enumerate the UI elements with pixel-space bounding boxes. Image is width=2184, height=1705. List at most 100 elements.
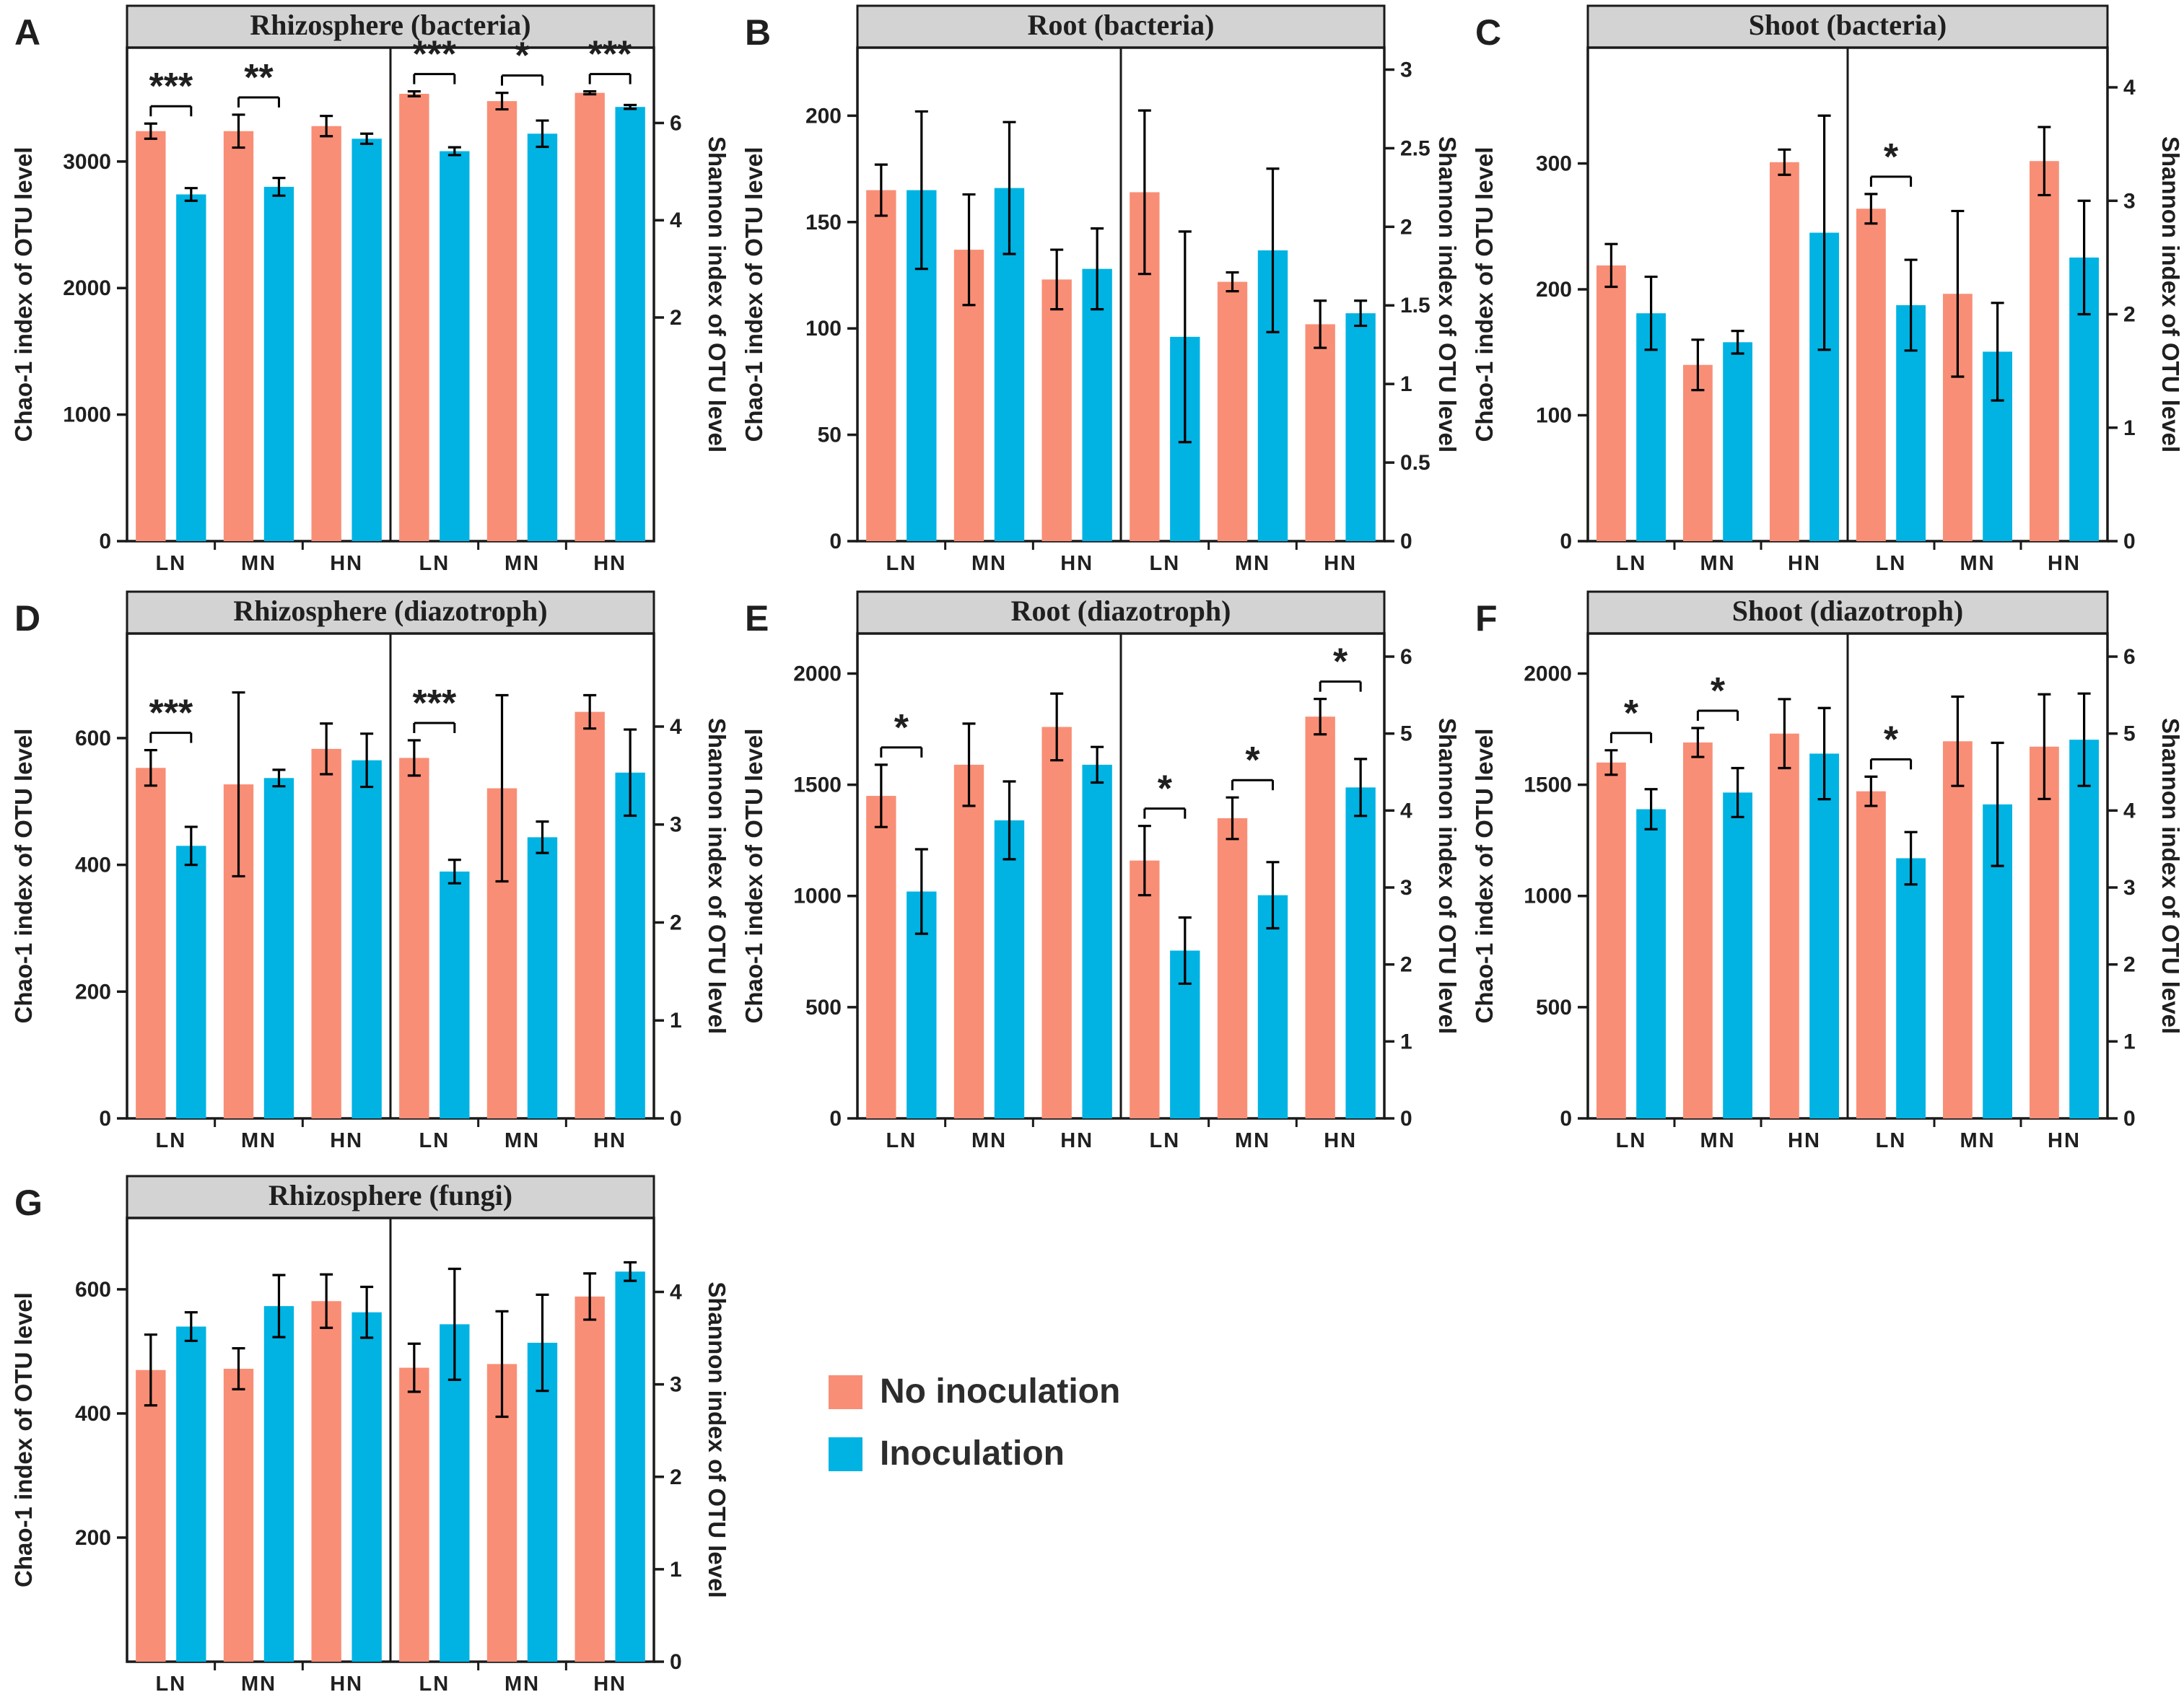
panel-root-diazotroph: E Root (diazotroph) 0 500 1000 1500 2000 0 1 2 3 4 5…	[730, 586, 1461, 1162]
sig-stars: *	[894, 707, 909, 749]
left-tick-label: 600	[75, 727, 111, 750]
x-category-label: LN	[1616, 1129, 1647, 1152]
right-tick-label: 2	[670, 911, 682, 934]
left-tick-label: 400	[75, 1402, 111, 1426]
left-tick-label: 1000	[793, 885, 842, 908]
legend-item-no-inoculation: No inoculation	[829, 1375, 1120, 1409]
right-tick-label: 0	[1400, 530, 1412, 553]
chao1-bar-no-inoculation	[311, 1301, 341, 1662]
right-tick-label: 2	[670, 306, 682, 330]
x-category-label: HN	[2048, 1129, 2081, 1152]
chao1-bar-inoculation	[263, 778, 294, 1118]
sig-stars: *	[1884, 136, 1899, 178]
shannon-bar-inoculation	[615, 1271, 645, 1662]
left-tick-label: 500	[1536, 996, 1572, 1020]
shannon-bar-inoculation	[440, 871, 470, 1118]
x-category-label: LN	[1876, 1129, 1907, 1152]
chao1-bar-no-inoculation	[136, 768, 166, 1118]
left-tick-label: 0	[1560, 530, 1572, 553]
left-axis-label: Chao-1 index of OTU level	[10, 1292, 37, 1587]
legend-item-inoculation: Inoculation	[829, 1437, 1120, 1471]
right-tick-label: 3	[670, 1373, 682, 1397]
panel-rhizosphere-diazotroph: D Rhizosphere (diazotroph) 0 200 400 600 0 1 2 3 4…	[0, 586, 730, 1162]
left-tick-label: 1000	[63, 403, 111, 427]
shannon-bar-no-inoculation	[1856, 209, 1886, 541]
left-tick-label: 100	[1536, 404, 1572, 428]
left-tick-label: 3000	[63, 150, 111, 174]
right-tick-label: 6	[670, 111, 682, 135]
right-tick-label: 4	[670, 209, 682, 232]
header-bar	[856, 4, 1386, 49]
x-category-label: HN	[2048, 552, 2081, 575]
chao1-bar-no-inoculation	[1770, 733, 1799, 1118]
right-tick-label: 0.5	[1400, 451, 1430, 475]
left-tick-label: 0	[829, 530, 842, 553]
x-category-label: LN	[1616, 552, 1647, 575]
right-tick-label: 4	[2123, 799, 2136, 823]
left-tick-label: 1500	[1524, 773, 1572, 797]
shannon-bar-inoculation	[615, 772, 645, 1118]
left-tick-label: 0	[99, 1107, 111, 1131]
x-category-label: HN	[1788, 552, 1821, 575]
left-axis-label: Chao-1 index of OTU level	[741, 147, 767, 442]
x-category-label: MN	[1235, 552, 1270, 575]
chao1-bar-no-inoculation	[311, 748, 341, 1118]
right-tick-label: 1	[2123, 1030, 2136, 1053]
chao1-bar-no-inoculation	[136, 131, 166, 541]
chao1-bar-inoculation	[1636, 313, 1666, 541]
right-tick-label: 0	[2123, 1107, 2136, 1131]
chao1-bar-no-inoculation	[1683, 364, 1713, 541]
x-category-label: MN	[241, 552, 276, 575]
chao1-bar-no-inoculation	[1596, 265, 1626, 541]
shannon-bar-no-inoculation	[399, 94, 429, 541]
panel-rhizosphere-bacteria: A Rhizosphere (bacteria) 0 1000 2000 3000 2 4 6 C…	[0, 0, 730, 584]
left-tick-label: 150	[805, 211, 842, 235]
x-category-label: MN	[1960, 1129, 1995, 1152]
panel-letter: C	[1475, 12, 1501, 53]
chao1-bar-no-inoculation	[953, 764, 984, 1118]
right-axis-label: Shannon index of OTU level	[2157, 136, 2184, 452]
shannon-bar-no-inoculation	[1856, 791, 1886, 1118]
x-category-label: MN	[1700, 1129, 1735, 1152]
x-category-label: LN	[155, 552, 186, 575]
legend-swatch-no-inoculation	[829, 1375, 862, 1409]
shannon-bar-no-inoculation	[1305, 716, 1335, 1118]
left-tick-label: 600	[75, 1278, 111, 1302]
panel-letter: A	[14, 12, 40, 53]
chao1-bar-no-inoculation	[1683, 742, 1713, 1118]
panel-B-svg: B Root (bacteria) 0 50 100 150 200 0 0.5 1 1.5 2 2.5…	[741, 4, 1461, 575]
right-tick-label: 1	[2123, 416, 2136, 440]
left-tick-label: 200	[75, 980, 111, 1004]
left-tick-label: 400	[75, 854, 111, 877]
right-tick-label: 3	[2123, 189, 2136, 213]
left-tick-label: 1500	[793, 773, 842, 797]
left-tick-label: 0	[99, 530, 111, 553]
shannon-bar-no-inoculation	[575, 92, 605, 541]
x-category-label: HN	[1060, 552, 1093, 575]
left-tick-label: 2000	[793, 662, 842, 685]
shannon-bar-no-inoculation	[2030, 746, 2059, 1118]
panel-C-svg: C Shoot (bacteria) 0 100 200 300 0 1 2 3 4 Chao-1 i…	[1471, 4, 2184, 575]
header-bar	[856, 590, 1386, 635]
right-tick-label: 1	[670, 1009, 682, 1033]
left-tick-label: 100	[805, 317, 842, 341]
shannon-bar-inoculation	[1345, 313, 1376, 541]
sig-stars: *	[1624, 693, 1639, 735]
panel-title: Shoot (diazotroph)	[1732, 595, 1963, 627]
x-category-label: LN	[155, 1673, 186, 1696]
panel-A-svg: A Rhizosphere (bacteria) 0 1000 2000 3000 2 4 6 C…	[10, 4, 730, 575]
left-tick-label: 200	[75, 1526, 111, 1550]
x-category-label: MN	[241, 1129, 276, 1152]
left-axis-label: Chao-1 index of OTU level	[1471, 729, 1498, 1024]
chao1-bar-inoculation	[351, 139, 382, 541]
sig-stars: ***	[412, 34, 456, 76]
right-tick-label: 2.5	[1400, 136, 1430, 160]
shannon-bar-no-inoculation	[1305, 324, 1335, 541]
x-category-label: HN	[593, 552, 626, 575]
legend: No inoculation Inoculation	[829, 1375, 1120, 1499]
shannon-bar-no-inoculation	[1217, 281, 1248, 541]
chao1-bar-inoculation	[1082, 764, 1112, 1118]
right-tick-label: 3	[670, 813, 682, 837]
right-tick-label: 4	[670, 1281, 682, 1305]
